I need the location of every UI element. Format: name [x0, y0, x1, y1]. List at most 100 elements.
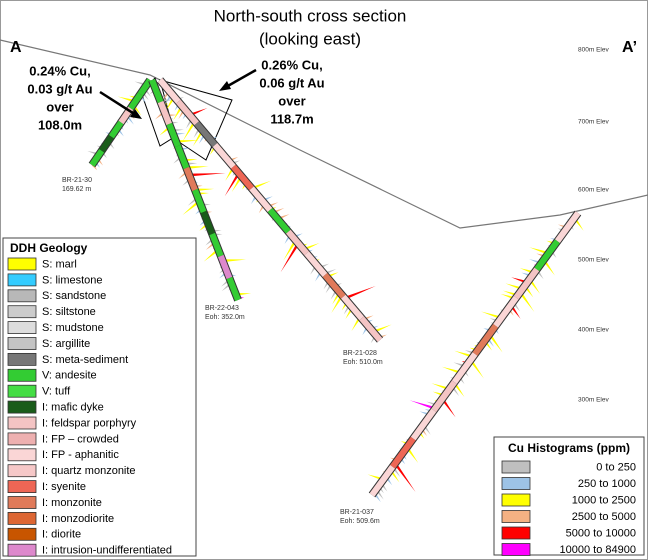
cu-swatch [501, 460, 531, 474]
drillhole-id: BR-21-028 [343, 350, 377, 357]
annotation: 0.24% Cu, [29, 63, 90, 78]
cu-spike [409, 400, 437, 410]
geology-swatch [7, 321, 37, 335]
geology-interval [175, 144, 190, 170]
geology-swatch [7, 448, 37, 462]
cu-spike [222, 259, 247, 263]
geology-swatch [7, 496, 37, 509]
cu-spike [224, 171, 240, 197]
drillhole-id: BR-21-30 [62, 177, 92, 184]
geology-interval [410, 408, 437, 441]
drillhole-length: Eoh: 509.6m [340, 518, 380, 525]
geology-label: I: mafic dyke [42, 402, 104, 414]
elevation-label: 700m Elev [578, 119, 609, 126]
geology-interval [472, 324, 499, 356]
annotation: over [278, 93, 305, 108]
geology-label: S: limestone [42, 274, 103, 286]
geology-interval [513, 267, 540, 300]
geology-label: I: monzonite [42, 497, 102, 509]
drillholes [88, 77, 582, 498]
geology-interval [286, 229, 309, 256]
drillhole-length: Eoh: 352.0m [205, 314, 245, 321]
geology-swatch [7, 257, 37, 271]
geology-interval [89, 149, 105, 167]
geology-legend-title: DDH Geology [10, 241, 88, 255]
cu-swatch [501, 543, 531, 556]
annotation: 0.06 g/t Au [259, 75, 324, 90]
annotation: 118.7m [270, 111, 313, 126]
cu-spike [488, 332, 503, 353]
cu-spike [185, 166, 209, 169]
geology-swatch [7, 527, 37, 541]
cu-label: 5000 to 10000 [566, 527, 636, 539]
geology-swatch [7, 289, 37, 303]
cu-label: 250 to 1000 [578, 478, 636, 490]
geology-label: S: meta-sediment [42, 354, 128, 366]
geology-interval [390, 436, 416, 469]
geology-interval [451, 352, 478, 384]
labels: North-south cross section (looking east) A… [2, 6, 645, 557]
annotation: 108.0m [38, 117, 82, 132]
geology-interval [554, 211, 581, 243]
geology-swatch [7, 273, 37, 287]
arrow-head [219, 81, 231, 91]
geology-interval [192, 188, 207, 214]
cu-spike [519, 290, 535, 312]
geology-interval [369, 465, 396, 497]
drillhole-id: BR-21-037 [340, 509, 374, 516]
geology-swatch [7, 337, 37, 350]
annotation: over [46, 99, 73, 114]
geology-swatch [7, 464, 37, 478]
geology-label: V: andesite [42, 370, 97, 382]
title: North-south cross section [214, 6, 407, 25]
geology-label: I: diorite [42, 529, 81, 541]
geology-interval [166, 122, 181, 148]
cu-spike [188, 173, 226, 177]
geology-label: I: FP - aphanitic [42, 449, 119, 461]
geology-interval [176, 99, 199, 126]
geology-interval [200, 210, 215, 236]
geology-interval [128, 92, 143, 111]
geology-interval [322, 273, 346, 299]
geology-interval [212, 143, 236, 169]
geology-label: S: siltstone [42, 306, 96, 318]
cu-spike [283, 239, 297, 261]
geology-interval [359, 316, 383, 342]
geology-interval [183, 166, 198, 192]
geology-label: I: FP – crowded [42, 433, 119, 445]
elevation-label: 800m Elev [578, 47, 609, 54]
geology-interval [149, 78, 164, 104]
drillhole-length: 169.62 m [62, 186, 91, 193]
elevation-label: 300m Elev [578, 397, 609, 404]
geology-label: I: intrusion-undifferentiated [42, 545, 172, 557]
geology-swatch [7, 400, 37, 414]
geology-interval [218, 254, 233, 280]
geology-interval [226, 276, 241, 302]
cu-label: 2500 to 5000 [572, 511, 636, 523]
geology-interval [341, 294, 364, 321]
elevation-label: 400m Elev [578, 327, 609, 334]
geology-swatch [7, 543, 37, 557]
geology-interval [194, 121, 218, 147]
cu-spike [343, 285, 376, 300]
elevation-label: 600m Elev [578, 187, 609, 194]
geology-label: I: monzodiorite [42, 513, 114, 525]
geology-interval [137, 78, 153, 96]
geology-interval [431, 380, 457, 413]
geology-swatch [7, 416, 37, 430]
geology-label: I: feldspar porphyry [42, 417, 137, 429]
cu-swatch [501, 526, 531, 540]
geology-label: S: sandstone [42, 290, 106, 302]
geology-interval [304, 251, 328, 277]
geology-label: S: argillite [42, 338, 90, 350]
cu-swatch [501, 510, 531, 523]
geology-interval [249, 186, 273, 212]
geology-label: I: quartz monzonite [42, 465, 136, 477]
arrow [99, 90, 137, 117]
geology-swatch [7, 384, 37, 398]
geology-label: S: marl [42, 258, 77, 270]
cu-spike [175, 140, 200, 143]
geology-interval [493, 295, 519, 328]
geology-interval [157, 100, 172, 126]
geology-interval [231, 164, 254, 191]
